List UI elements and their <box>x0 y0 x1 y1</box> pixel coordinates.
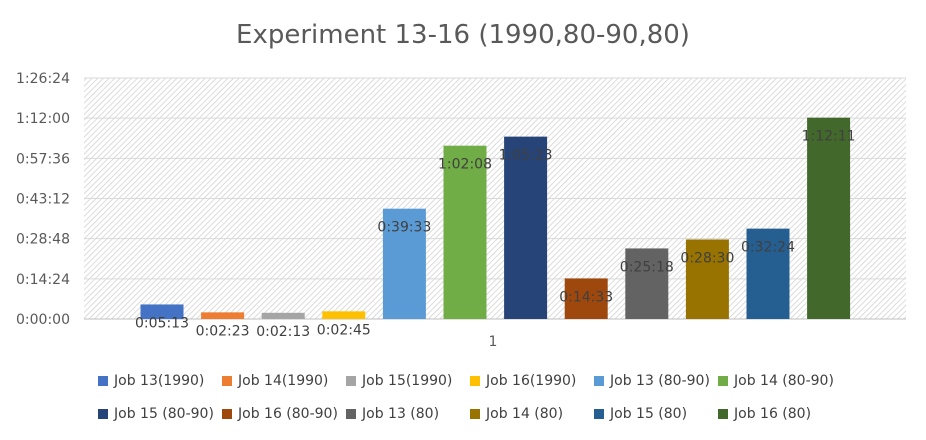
legend-swatch <box>718 409 728 419</box>
legend-label: Job 15 (80) <box>610 406 688 422</box>
data-label: 0:25:18 <box>620 259 674 275</box>
y-tick-label: 0:14:24 <box>16 272 70 288</box>
legend-item: Job 15 (80-90) <box>98 406 214 422</box>
data-label: 1:05:23 <box>499 148 553 164</box>
chart-title: Experiment 13-16 (1990,80-90,80) <box>236 20 690 50</box>
bar-job-16-80-90 <box>564 278 608 319</box>
data-label: 0:05:13 <box>135 315 189 331</box>
bar-job-14-1990 <box>201 312 245 319</box>
y-tick-label: 0:00:00 <box>16 312 70 328</box>
data-label: 0:32:24 <box>741 240 795 256</box>
legend-label: Job 16 (80) <box>734 406 812 422</box>
bar-job-15-1990 <box>261 312 305 319</box>
legend-item: Job 13 (80-90) <box>594 373 710 389</box>
bar-job-13-80-90 <box>382 208 426 319</box>
data-label: 1:12:11 <box>802 129 856 145</box>
bar-job-13-1990 <box>140 304 184 319</box>
legend-label: Job 14(1990) <box>238 373 329 389</box>
legend-swatch <box>594 376 604 386</box>
legend-item: Job 13(1990) <box>98 373 204 389</box>
legend-swatch <box>346 409 356 419</box>
legend-label: Job 13 (80-90) <box>610 373 710 389</box>
legend-item: Job 14 (80) <box>470 406 563 422</box>
legend-swatch <box>470 376 480 386</box>
data-label: 0:02:13 <box>256 324 310 340</box>
data-label: 0:02:23 <box>196 323 250 339</box>
legend-swatch <box>718 376 728 386</box>
legend-swatch <box>346 376 356 386</box>
legend-label: Job 13(1990) <box>114 373 205 389</box>
legend-label: Job 14 (80-90) <box>734 373 834 389</box>
legend-item: Job 14(1990) <box>222 373 328 389</box>
legend-swatch <box>594 409 604 419</box>
legend-item: Job 16(1990) <box>470 373 576 389</box>
x-tick-label: 1 <box>489 334 498 350</box>
legend-label: Job 15(1990) <box>362 373 453 389</box>
bar-job-14-80 <box>685 239 729 319</box>
data-label: 0:14:33 <box>559 289 613 305</box>
bar-job-16-1990 <box>322 311 366 319</box>
data-label: 0:02:45 <box>317 322 371 338</box>
legend-item: Job 14 (80-90) <box>718 373 834 389</box>
legend-item: Job 13 (80) <box>346 406 439 422</box>
legend-swatch <box>98 409 108 419</box>
legend-item: Job 15(1990) <box>346 373 452 389</box>
legend-label: Job 13 (80) <box>362 406 440 422</box>
y-tick-label: 0:28:48 <box>16 232 70 248</box>
data-label: 0:28:30 <box>680 251 734 267</box>
legend-label: Job 15 (80-90) <box>114 406 214 422</box>
y-tick-label: 0:57:36 <box>16 151 70 167</box>
legend-swatch <box>98 376 108 386</box>
data-label: 0:39:33 <box>377 220 431 236</box>
y-tick-label: 1:26:24 <box>16 71 70 87</box>
bar-job-14-80-90 <box>443 145 487 319</box>
legend-label: Job 14 (80) <box>486 406 564 422</box>
y-tick-label: 0:43:12 <box>16 192 70 208</box>
legend-swatch <box>222 376 232 386</box>
data-label: 1:02:08 <box>438 157 492 173</box>
legend-item: Job 16 (80) <box>718 406 811 422</box>
bar-job-15-80-90 <box>504 136 548 319</box>
legend-swatch <box>470 409 480 419</box>
bar-job-16-80 <box>807 117 851 319</box>
legend-label: Job 16 (80-90) <box>238 406 338 422</box>
bar-job-13-80 <box>625 248 669 319</box>
y-tick-label: 1:12:00 <box>16 111 70 127</box>
legend-swatch <box>222 409 232 419</box>
legend-item: Job 16 (80-90) <box>222 406 338 422</box>
bar-job-15-80 <box>746 228 790 319</box>
legend-label: Job 16(1990) <box>486 373 577 389</box>
legend-item: Job 15 (80) <box>594 406 687 422</box>
